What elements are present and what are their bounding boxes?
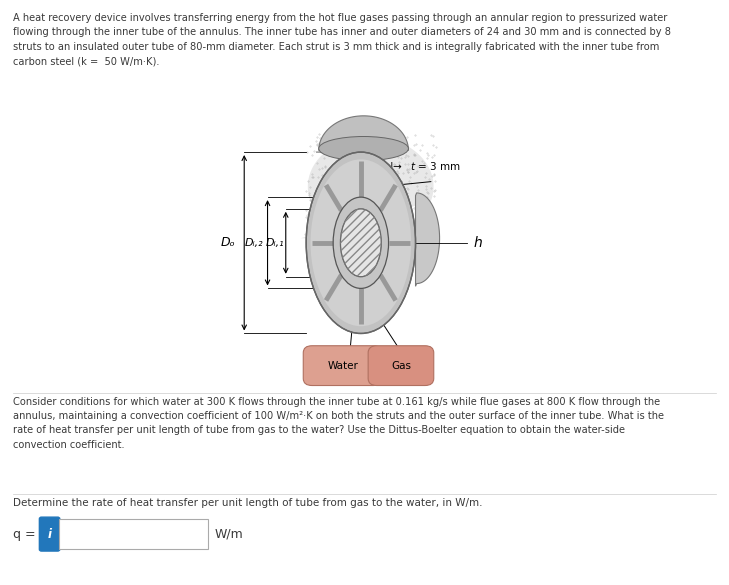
Ellipse shape [340,209,381,277]
FancyBboxPatch shape [303,346,382,386]
Ellipse shape [311,159,411,326]
Text: Water: Water [327,360,358,371]
Text: Dᵢ,₂: Dᵢ,₂ [245,238,264,248]
Text: W/m: W/m [215,528,243,541]
Text: Gas: Gas [391,360,411,371]
Text: Dᵢ,₁: Dᵢ,₁ [265,238,284,248]
Text: h: h [474,236,483,250]
Text: Determine the rate of heat transfer per unit length of tube from gas to the wate: Determine the rate of heat transfer per … [13,498,483,508]
Ellipse shape [333,197,389,288]
FancyBboxPatch shape [59,519,208,549]
Text: Consider conditions for which water at 300 K flows through the inner tube at 0.1: Consider conditions for which water at 3… [13,397,664,450]
Text: $\leftarrow\!|\!\rightarrow$  $t$ = 3 mm: $\leftarrow\!|\!\rightarrow$ $t$ = 3 mm [378,160,461,174]
FancyBboxPatch shape [368,346,434,386]
Ellipse shape [319,136,408,161]
Polygon shape [316,116,408,152]
Polygon shape [416,193,440,286]
FancyBboxPatch shape [39,517,60,551]
Text: Dₒ: Dₒ [221,236,235,249]
Text: i: i [47,528,52,541]
Polygon shape [300,137,434,238]
Text: q =: q = [13,528,40,541]
Ellipse shape [306,152,416,333]
Text: A heat recovery device involves transferring energy from the hot flue gases pass: A heat recovery device involves transfer… [13,13,671,66]
